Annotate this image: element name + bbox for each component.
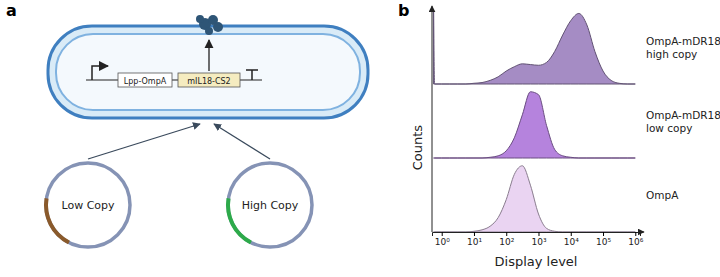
protein-blob	[196, 15, 204, 23]
x-tick-label: 10²	[499, 237, 514, 247]
protein-blob	[205, 27, 213, 35]
x-tick-label: 10³	[531, 237, 546, 247]
histogram	[434, 12, 636, 84]
x-tick-mark	[538, 232, 539, 236]
gene-box	[178, 73, 240, 87]
x-tick-mark	[442, 232, 443, 236]
gene-label: Lpp-OmpA	[124, 77, 167, 86]
transform-arrow	[88, 124, 200, 159]
x-tick-mark	[506, 232, 507, 236]
x-tick: 10⁵	[596, 232, 611, 247]
x-tick-mark	[635, 232, 636, 236]
terminator	[246, 70, 258, 80]
figure: a b Lpp-OmpA mIL18-CS2 Low Copy High Copy OmpA…	[0, 0, 720, 277]
x-tick: 10⁰	[435, 232, 450, 247]
cell-outer-membrane	[48, 26, 368, 118]
x-tick: 10⁶	[628, 232, 643, 247]
x-axis-title: Display level	[495, 254, 578, 269]
x-tick-label: 10⁶	[628, 237, 643, 247]
plasmid-label: High Copy	[242, 199, 299, 212]
x-tick-label: 10⁰	[435, 237, 450, 247]
x-axis: 10⁰ 10¹ 10² 10³ 10⁴ 10⁵ 10⁶	[433, 232, 644, 247]
x-tick-label: 10⁴	[564, 237, 579, 247]
series-label: OmpA-mDR18high copy	[646, 35, 720, 60]
protein-icon	[196, 15, 223, 35]
transform-arrow	[214, 124, 270, 159]
plot-area	[434, 12, 636, 232]
series-label: OmpA	[646, 189, 679, 201]
histogram	[434, 92, 636, 158]
x-tick: 10²	[499, 232, 514, 247]
x-tick: 10³	[531, 232, 546, 247]
gene-label: mIL18-CS2	[187, 77, 230, 86]
x-tick-label: 10⁵	[596, 237, 611, 247]
x-tick: 10⁴	[564, 232, 579, 247]
x-tick-mark	[571, 232, 572, 236]
plasmid-label: Low Copy	[61, 199, 115, 212]
gene-box	[118, 73, 172, 87]
protein-blob	[213, 22, 223, 32]
y-axis-line	[432, 6, 433, 232]
y-axis-title: Counts	[410, 125, 425, 171]
diagram: Lpp-OmpA mIL18-CS2 Low Copy High Copy	[44, 15, 368, 247]
x-tick: 10¹	[467, 232, 482, 247]
x-tick-mark	[603, 232, 604, 236]
histogram	[434, 166, 636, 232]
export-arrow	[208, 40, 209, 71]
canvas: a b Lpp-OmpA mIL18-CS2 Low Copy High Copy OmpA…	[0, 0, 720, 277]
x-tick-label: 10¹	[467, 237, 482, 247]
x-axis-line	[433, 233, 641, 237]
series-label: OmpA-mDR18low copy	[646, 109, 720, 134]
promoter	[92, 66, 108, 80]
x-tick-mark	[474, 232, 475, 236]
cell-inner-membrane	[56, 34, 360, 110]
panel-label: b	[398, 1, 409, 20]
panel-label: a	[6, 1, 17, 20]
x-axis-arrow	[640, 232, 644, 233]
